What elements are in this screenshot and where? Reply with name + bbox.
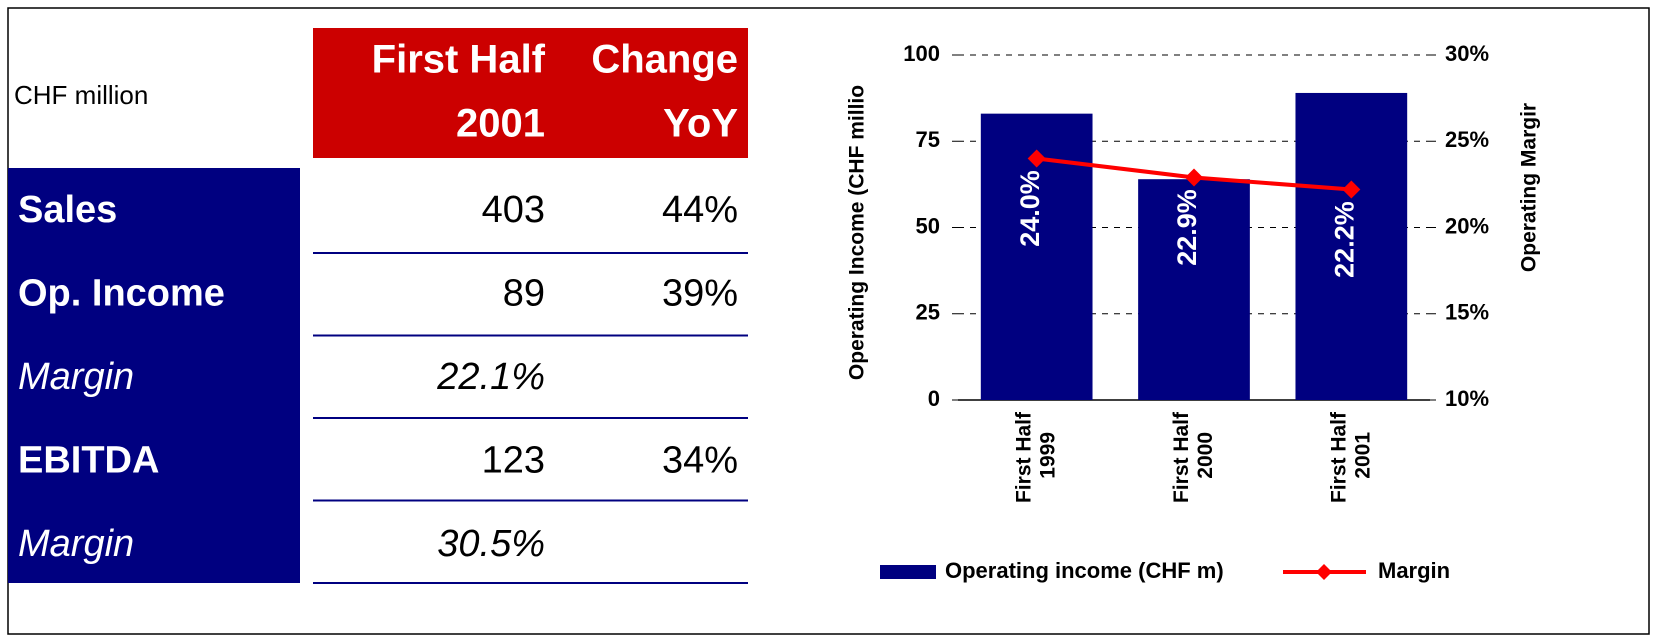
row-label: EBITDA [18, 440, 159, 482]
row-value: 123 [482, 440, 545, 482]
table-header-bg [313, 28, 748, 158]
column-header: Change [591, 38, 738, 82]
column-header: First Half [372, 38, 546, 82]
y-tick-label: 75 [916, 127, 940, 152]
legend-marker [1316, 564, 1332, 580]
y2-tick-label: 20% [1445, 213, 1489, 238]
data-label: 24.0% [1015, 170, 1045, 247]
bar [1295, 92, 1408, 400]
margin-marker [1185, 168, 1203, 187]
y2-tick-label: 15% [1445, 300, 1489, 325]
row-change: 34% [662, 440, 738, 482]
column-header: 2001 [456, 102, 545, 146]
y-tick-label: 0 [928, 386, 940, 411]
row-value: 403 [482, 189, 545, 231]
x-tick-label: First Half1999 [1012, 411, 1059, 503]
legend-swatch [880, 565, 936, 579]
y-axis-title: Operating Income (CHF millio [846, 85, 869, 380]
row-label-bg [8, 168, 300, 583]
x-tick-label: First Half2001 [1327, 411, 1374, 503]
row-label: Margin [18, 356, 134, 398]
y-tick-label: 25 [916, 300, 940, 325]
row-value: 22.1% [436, 356, 545, 398]
y2-tick-label: 10% [1445, 386, 1489, 411]
unit-label: CHF million [14, 80, 148, 110]
row-label: Sales [18, 189, 117, 231]
data-label: 22.9% [1172, 189, 1202, 266]
y-tick-label: 50 [916, 213, 940, 238]
row-label: Margin [18, 523, 134, 565]
row-change: 44% [662, 189, 738, 231]
bar [1138, 179, 1250, 400]
row-value: 89 [503, 273, 545, 315]
margin-marker [1342, 180, 1361, 199]
row-change: 39% [662, 273, 738, 315]
y2-tick-label: 25% [1445, 127, 1489, 152]
y-tick-label: 100 [903, 41, 940, 66]
data-label: 22.2% [1329, 201, 1359, 278]
y2-tick-label: 30% [1445, 41, 1489, 66]
column-header: YoY [663, 102, 738, 146]
row-value: 30.5% [437, 523, 545, 565]
row-label: Op. Income [18, 273, 225, 315]
margin-marker [1027, 149, 1046, 168]
x-tick-label: First Half2000 [1170, 411, 1217, 503]
legend-label: Margin [1378, 558, 1450, 583]
y2-axis-title: Operating Margir [1518, 103, 1541, 272]
legend-label: Operating income (CHF m) [945, 558, 1224, 583]
